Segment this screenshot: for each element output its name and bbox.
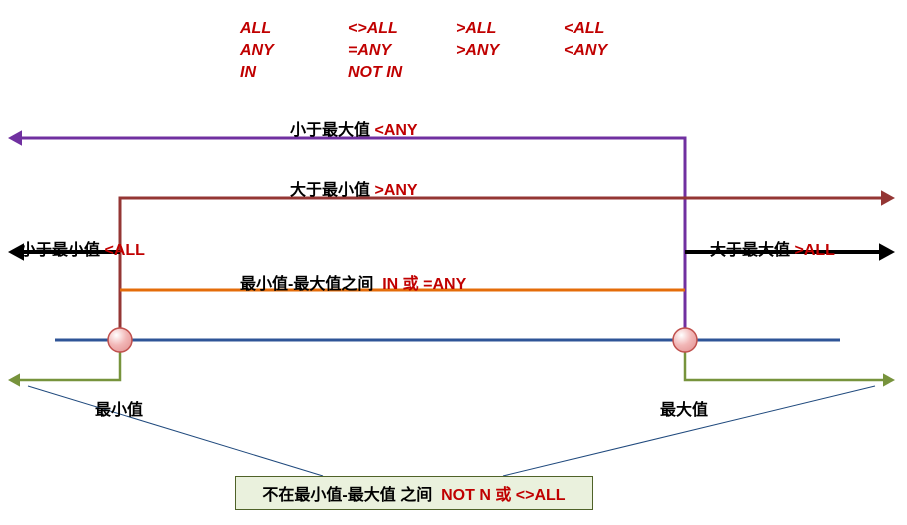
- op-cell: NOT IN: [348, 64, 402, 82]
- label-gt-all: 大于最大值 >ALL: [710, 236, 835, 260]
- label-gt-any: 大于最小值 >ANY: [290, 176, 418, 200]
- op-cell: =ANY: [348, 42, 391, 60]
- op-cell: <ALL: [564, 20, 604, 38]
- op-cell: ANY: [240, 42, 274, 60]
- not-in-box: 不在最小值-最大值 之间 NOT N 或 <>ALL: [235, 476, 593, 510]
- op-cell: >ANY: [456, 42, 499, 60]
- label-lt-any: 小于最大值 <ANY: [290, 116, 418, 140]
- diagram-svg: [0, 0, 907, 525]
- label-lt-all: 小于最小值 <ALL: [20, 236, 145, 260]
- label-in-range: 最小值-最大值之间 IN 或 =ANY: [240, 270, 466, 294]
- op-cell: ALL: [240, 20, 271, 38]
- op-cell: IN: [240, 64, 256, 82]
- op-cell: <ANY: [564, 42, 607, 60]
- label-max: 最大值: [660, 396, 708, 420]
- op-cell: >ALL: [456, 20, 496, 38]
- label-min: 最小值: [95, 396, 143, 420]
- op-cell: <>ALL: [348, 20, 398, 38]
